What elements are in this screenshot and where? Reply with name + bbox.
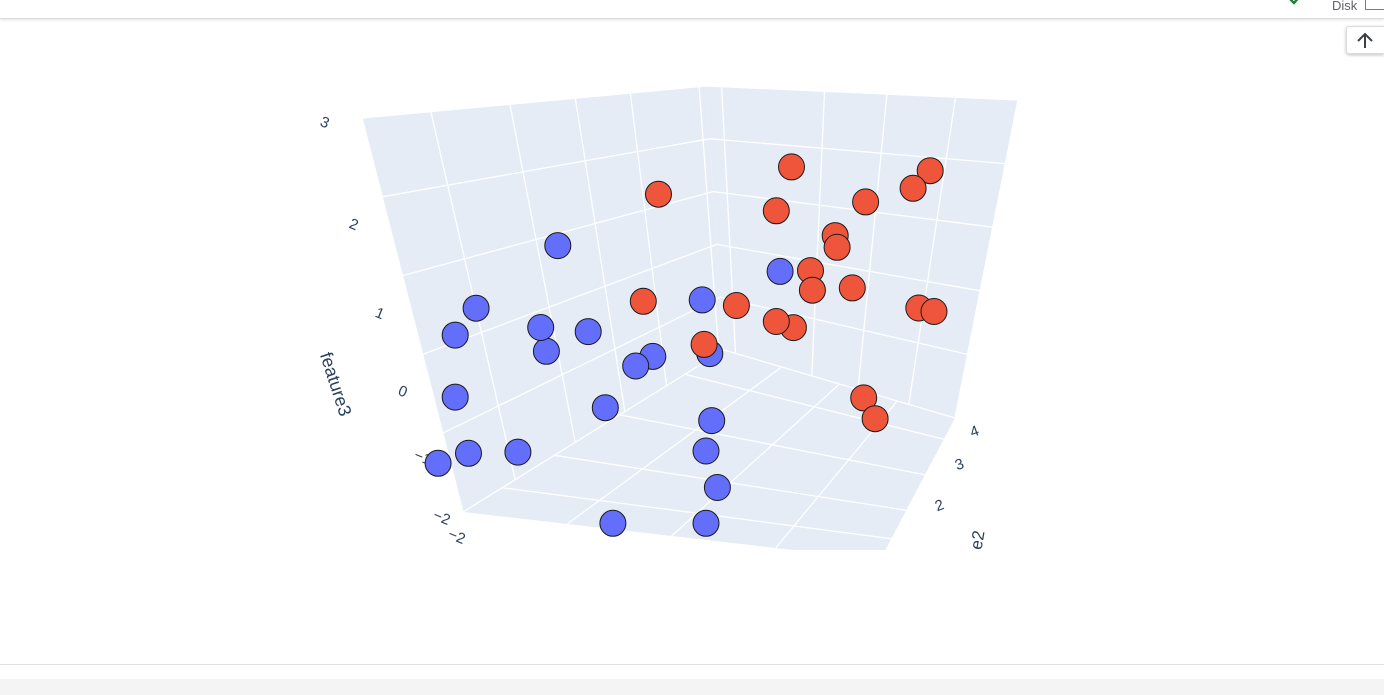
gridline-y-right: [857, 94, 888, 390]
data-point-series-0[interactable]: [599, 509, 627, 537]
data-point-series-1[interactable]: [823, 233, 851, 261]
z-axis-title: feature3: [316, 350, 355, 419]
data-point-series-1[interactable]: [920, 298, 948, 325]
gridline-z-left: [361, 85, 707, 119]
data-point-series-1[interactable]: [762, 197, 790, 225]
gridline-z-right: [713, 190, 993, 228]
z-tick-label: 0: [396, 382, 410, 401]
data-point-series-0[interactable]: [591, 394, 619, 422]
disk-usage-meter: [1365, 0, 1384, 10]
scroll-to-top-button[interactable]: [1346, 26, 1384, 54]
gridline-x-left: [574, 98, 626, 412]
data-point-series-1[interactable]: [852, 188, 880, 216]
gridline-x-left: [361, 117, 464, 513]
data-point-series-0[interactable]: [692, 509, 720, 537]
z-tick-label: 2: [347, 215, 361, 234]
data-point-series-1[interactable]: [645, 180, 672, 208]
data-point-series-0[interactable]: [462, 294, 490, 322]
data-point-series-1[interactable]: [899, 174, 927, 202]
data-point-series-1[interactable]: [850, 384, 878, 412]
gridline-y-right: [811, 91, 826, 376]
data-point-series-1[interactable]: [778, 153, 805, 181]
data-markers[interactable]: [424, 153, 948, 537]
gridline-floor-b: [671, 383, 840, 537]
plot-area[interactable]: 3 2 1 0 −1 −2 −2 4 3 2 feature3 e2: [0, 19, 1384, 550]
data-point-series-0[interactable]: [441, 383, 469, 411]
data-point-series-0[interactable]: [441, 321, 469, 349]
gridline-z-left: [422, 243, 718, 356]
data-point-series-0[interactable]: [574, 318, 602, 346]
data-point-series-0[interactable]: [455, 439, 482, 467]
gridline-z-right: [705, 85, 1019, 101]
y-tick-label: 4: [968, 422, 982, 441]
x-tick-label: −2: [446, 526, 468, 548]
divider: [0, 664, 1384, 665]
data-point-series-0[interactable]: [527, 314, 555, 341]
gridline-z-left: [442, 296, 721, 434]
data-point-series-0[interactable]: [504, 438, 532, 466]
data-point-series-1[interactable]: [861, 405, 889, 433]
z-tick-label: −2: [431, 507, 453, 529]
data-point-series-0[interactable]: [424, 449, 452, 477]
data-point-series-1[interactable]: [798, 276, 826, 304]
data-point-series-1[interactable]: [838, 274, 866, 302]
data-point-series-0[interactable]: [688, 286, 716, 314]
gridline-z-right: [720, 296, 968, 356]
gridline-x-left: [509, 104, 576, 443]
disk-label: Disk: [1332, 0, 1358, 13]
y-tick-label: 2: [933, 496, 947, 515]
data-point-series-1[interactable]: [916, 157, 944, 185]
data-point-series-0[interactable]: [622, 352, 650, 380]
gridline-x-left: [698, 86, 720, 354]
data-point-series-1[interactable]: [690, 330, 718, 358]
z-tick-label: 1: [373, 304, 387, 323]
gridline-y-right: [954, 99, 1019, 419]
gridline-z-left: [382, 138, 710, 198]
gridline-z-right: [709, 138, 1006, 165]
data-point-series-1[interactable]: [722, 292, 750, 319]
data-point-series-0[interactable]: [532, 337, 560, 365]
arrow-up-icon: [1357, 32, 1373, 48]
gridline-z-right: [716, 243, 981, 292]
data-point-series-0[interactable]: [698, 407, 726, 435]
data-point-series-1[interactable]: [629, 287, 657, 315]
y-tick-label: 3: [953, 455, 967, 474]
gridline-z-left: [462, 349, 725, 513]
data-point-series-0[interactable]: [703, 474, 731, 501]
grid-lines: [361, 85, 1019, 549]
data-point-series-0[interactable]: [692, 437, 720, 465]
y-axis-title: e2: [967, 529, 989, 550]
check-icon: [1289, 0, 1299, 5]
data-point-series-0[interactable]: [766, 257, 794, 285]
data-point-series-1[interactable]: [762, 308, 790, 335]
data-point-series-0[interactable]: [544, 232, 572, 260]
z-tick-label: 3: [318, 113, 332, 132]
top-status-bar: Disk: [0, 0, 1384, 19]
bottom-bar: [0, 679, 1384, 695]
gridline-y-right: [908, 97, 957, 405]
gridline-floor-b: [566, 366, 783, 525]
gridline-x-left: [629, 92, 668, 386]
